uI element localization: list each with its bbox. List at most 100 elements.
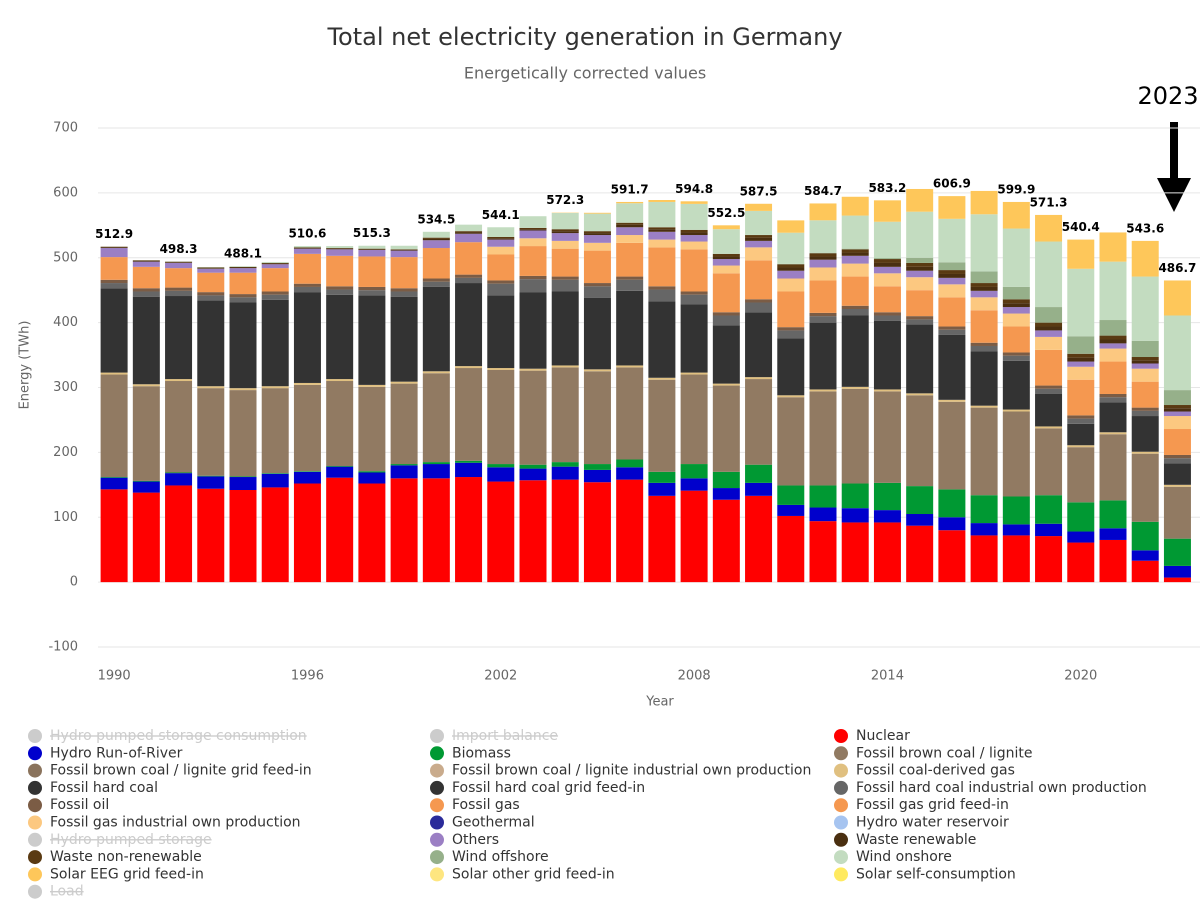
bar-segment: [358, 472, 386, 484]
legend-item[interactable]: Import balance: [430, 728, 558, 744]
bar-segment: [422, 478, 450, 583]
bar-segment: [132, 492, 160, 583]
legend-label: Hydro water reservoir: [856, 815, 1009, 831]
bar-segment: [1002, 524, 1030, 536]
bar-segment: [809, 521, 837, 583]
legend-item[interactable]: Fossil gas grid feed-in: [834, 797, 1009, 813]
legend-item[interactable]: Fossil hard coal: [28, 780, 158, 796]
bar-segment: [680, 490, 708, 583]
legend-item[interactable]: Wind onshore: [834, 849, 952, 865]
legend-item[interactable]: Geothermal: [430, 815, 535, 831]
legend-item[interactable]: Wind offshore: [430, 849, 549, 865]
bar-segment: [970, 407, 998, 496]
bar-segment: [455, 233, 483, 243]
bar-segment: [326, 465, 354, 467]
bar-segment: [1035, 536, 1063, 583]
legend-item[interactable]: Hydro Run-of-River: [28, 745, 183, 761]
bar-segment: [680, 372, 708, 375]
legend-item[interactable]: Fossil hard coal industrial own producti…: [834, 780, 1147, 796]
legend-item[interactable]: Load: [28, 884, 84, 900]
bar-segment: [1163, 315, 1191, 391]
legend-item[interactable]: Fossil brown coal / lignite grid feed-in: [28, 763, 312, 779]
legend-item[interactable]: Solar EEG grid feed-in: [28, 866, 204, 882]
bar-segment: [970, 345, 998, 352]
legend-item[interactable]: Fossil gas industrial own production: [28, 815, 301, 831]
legend-item[interactable]: Solar other grid feed-in: [430, 866, 615, 882]
bar-segment: [583, 213, 611, 232]
bar-segment: [1035, 426, 1063, 429]
bar-segment: [970, 290, 998, 298]
bar-segment: [648, 482, 676, 496]
legend-swatch: [430, 850, 444, 865]
legend-item[interactable]: Waste renewable: [834, 832, 976, 848]
legend-item[interactable]: Fossil gas: [430, 797, 520, 813]
legend-swatch: [834, 815, 848, 830]
bar-segment: [358, 245, 386, 249]
bar-segment: [1131, 357, 1159, 361]
bar-segment: [583, 212, 611, 214]
bar-segment: [712, 499, 740, 583]
bar-segment: [1002, 299, 1030, 304]
bar-segment: [583, 235, 611, 243]
bar-segment: [1163, 458, 1191, 464]
legend-item[interactable]: Waste non-renewable: [28, 849, 202, 865]
bar-segment: [1163, 484, 1191, 487]
bar-segment: [358, 471, 386, 473]
bar-segment: [970, 495, 998, 524]
bar-segment: [906, 395, 934, 487]
bar-segment: [229, 266, 257, 267]
bar-segment: [1131, 276, 1159, 341]
legend-item[interactable]: Fossil brown coal / lignite: [834, 745, 1033, 761]
bar-segment: [648, 200, 676, 202]
bar-segment: [390, 296, 418, 382]
bar-segment: [1035, 349, 1063, 386]
legend-item[interactable]: Fossil brown coal / lignite industrial o…: [430, 763, 811, 779]
bar-segment: [1131, 381, 1159, 408]
total-label: 544.1: [482, 208, 520, 222]
legend-item[interactable]: Nuclear: [834, 728, 910, 744]
bar-segment: [358, 286, 386, 291]
bar-segment: [1067, 379, 1095, 416]
bar-segment: [648, 286, 676, 290]
bar-segment: [551, 248, 579, 277]
bar-segment: [777, 327, 805, 331]
bar-segment: [229, 388, 257, 391]
legend-item[interactable]: Hydro pumped storage consumption: [28, 728, 307, 744]
bar-segment: [1163, 405, 1191, 409]
bar-segment: [197, 488, 225, 583]
legend-item[interactable]: Fossil hard coal grid feed-in: [430, 780, 645, 796]
legend-item[interactable]: Solar self-consumption: [834, 866, 1016, 882]
bar-segment: [422, 462, 450, 465]
bar-segment: [1131, 453, 1159, 522]
bar-segment: [680, 294, 708, 305]
legend-swatch: [28, 850, 42, 865]
bar-segment: [1002, 355, 1030, 361]
bar-segment: [1163, 577, 1191, 583]
total-label: 534.5: [417, 212, 455, 226]
legend-item[interactable]: Hydro pumped storage: [28, 832, 212, 848]
bar-segment: [519, 370, 547, 465]
bar-segment: [841, 263, 869, 277]
bar-segment: [1035, 322, 1063, 327]
bar-segment: [583, 464, 611, 470]
legend-item[interactable]: Others: [430, 832, 499, 848]
legend-item[interactable]: Hydro water reservoir: [834, 815, 1009, 831]
bar-segment: [680, 249, 708, 292]
legend-item[interactable]: Fossil coal-derived gas: [834, 763, 1015, 779]
bar-segment: [551, 231, 579, 234]
legend-item[interactable]: Fossil oil: [28, 797, 109, 813]
bar-segment: [326, 255, 354, 287]
bar-segment: [1163, 454, 1191, 459]
bar-segment: [358, 248, 386, 250]
bar-segment: [873, 312, 901, 316]
bar-segment: [616, 235, 644, 243]
bar-segment: [487, 368, 515, 370]
bar-segment: [745, 235, 773, 238]
bar-segment: [519, 230, 547, 239]
bar-segment: [519, 227, 547, 230]
legend-item[interactable]: Biomass: [430, 745, 511, 761]
bar-segment: [455, 368, 483, 461]
bar-segment: [551, 479, 579, 583]
bar-segment: [745, 210, 773, 235]
legend-label: Hydro Run-of-River: [50, 745, 183, 761]
